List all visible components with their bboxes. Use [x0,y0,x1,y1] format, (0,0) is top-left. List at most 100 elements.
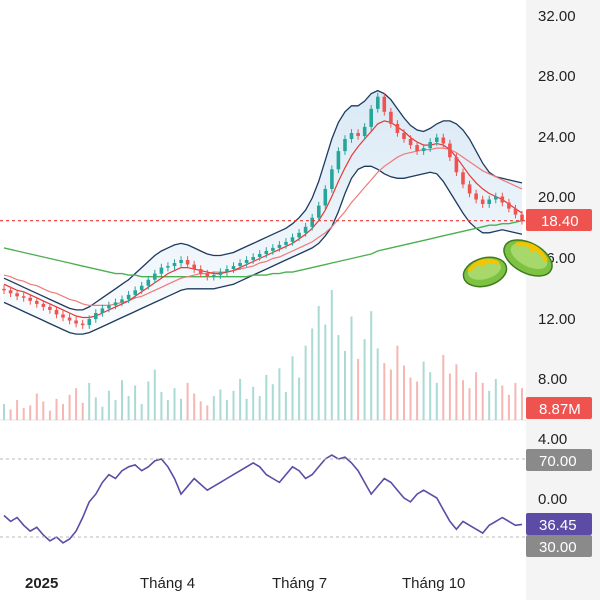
volume-bar [521,388,523,420]
candle-body [271,247,275,251]
candle-body [120,299,124,303]
volume-bar [193,393,196,420]
volume-bar [94,397,97,420]
volume-bar [219,389,222,420]
bollinger-lower-line [3,165,523,335]
candle-body [126,294,131,300]
volume-bar [160,392,163,420]
volume-bar [494,378,497,420]
candle-body [520,214,524,221]
volume-bar [468,388,471,420]
candle-body [238,263,242,266]
candle-body [257,254,262,257]
candle-body [21,296,26,298]
volume-bar [383,363,386,420]
volume-bar [48,410,51,420]
candle-body [369,108,373,127]
candle-body [41,303,46,307]
candle-body [356,133,360,136]
volume-bar [501,385,504,420]
volume-bar [258,396,261,420]
last-price-badge-bg [526,209,592,231]
candle-body [146,279,151,286]
volume-bar [435,382,438,420]
volume-badge-bg [526,397,592,419]
volume-bar [199,401,202,420]
candle-body [310,217,314,227]
candle-body [212,275,216,277]
candle-body [336,151,341,170]
volume-bar [75,388,78,420]
volume-bar [442,355,445,420]
volume-bar [232,390,235,420]
volume-bar [35,393,38,420]
candle-body [107,305,111,309]
candle-body [35,300,39,304]
volume-bar [304,345,307,420]
volume-bar [448,373,451,420]
volume-bar [107,390,110,420]
volume-bar [363,339,366,420]
volume-bar [186,382,189,420]
volume-bar [42,401,45,420]
candle-body [500,196,505,203]
volume-bar [291,356,294,420]
volume-bar [409,377,412,420]
volume-bar [245,398,248,420]
rsi-value-badge-text: 36.45 [539,517,577,534]
rsi-tick: 0.00 [538,491,567,508]
candle-body [244,260,249,263]
volume-bar [278,368,281,420]
volume-bar [140,404,143,420]
price-tick: 24.00 [538,129,576,146]
candle-body [362,126,367,136]
date-label-year: 2025 [25,575,58,592]
volume-bar [252,386,255,420]
volume-bar [475,372,478,420]
flip-flops-icon [462,239,553,288]
volume-bar [114,400,117,420]
ma-slow-line [3,220,523,278]
candle-body [61,314,65,318]
volume-bar [180,398,182,420]
volume-bar [68,394,71,420]
volume-bar [481,382,484,420]
rsi-indicator [3,454,523,544]
candle-body [402,133,406,139]
rsi-lower-badge-text: 30.00 [539,539,577,556]
volume-bar [350,316,353,420]
volume-bar [29,405,32,420]
rsi-lower-badge: 30.00 [526,535,592,557]
volume-bar [376,348,379,420]
volume-bar [55,398,58,420]
bollinger-upper-line [3,89,523,311]
candle-body [67,317,72,321]
candle-body [441,137,446,144]
volume-bar [173,388,176,420]
price-tick: 20.00 [538,189,576,206]
candle-body [507,202,511,209]
volume-badge-text: 8.87M [539,401,581,418]
volume-bar [462,380,464,420]
date-axis: 2025 Tháng 4 Tháng 7 Tháng 10 [25,575,465,592]
candle-body [54,309,59,315]
bollinger-bands [3,89,523,335]
price-axis-bg [526,0,600,600]
candle-body [113,302,118,306]
candle-body [303,226,308,233]
date-label-q4: Tháng 10 [402,575,465,592]
volume-bar [422,361,425,420]
volume-bar [225,400,228,420]
candle-body [467,184,472,194]
candle-body [349,133,354,139]
volume-bar [239,378,242,420]
candle-body [317,205,321,218]
volume-bar [357,359,360,420]
volume-bar [330,290,333,420]
volume-bar [101,406,104,420]
price-tick: 8.00 [538,371,567,388]
rsi-upper-badge: 70.00 [526,449,592,471]
volume-bar [488,390,491,420]
